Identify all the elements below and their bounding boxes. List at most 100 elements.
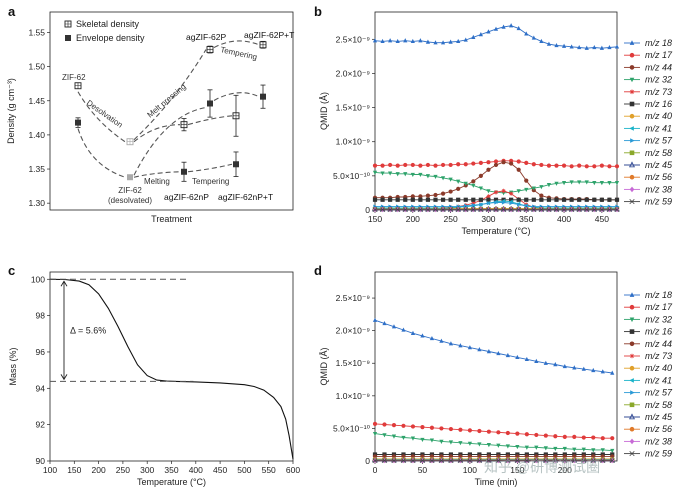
data-point <box>539 197 544 202</box>
data-point <box>538 207 544 213</box>
series-m-z-59 <box>372 207 620 213</box>
y-tick-label: 96 <box>36 347 46 357</box>
data-point <box>524 445 529 450</box>
data-point <box>478 197 483 202</box>
data-point <box>495 458 501 464</box>
tempering-path-envelope-np <box>187 163 233 173</box>
data-point <box>417 207 423 213</box>
mass-curve <box>49 278 294 460</box>
data-point <box>591 367 596 373</box>
tempering-path-envelope-p <box>213 92 260 101</box>
data-point <box>410 172 415 177</box>
data-point <box>425 207 431 213</box>
data-point <box>524 197 529 202</box>
data-point <box>531 186 536 191</box>
data-point <box>493 190 499 195</box>
x-tick-label: 450 <box>595 214 609 224</box>
data-point <box>433 192 438 198</box>
data-point <box>486 189 491 194</box>
data-point <box>433 40 438 45</box>
legend-marker <box>629 199 635 205</box>
data-point <box>562 434 567 439</box>
y-tick-label: 90 <box>36 456 46 466</box>
data-point <box>410 330 416 335</box>
data-point <box>572 447 577 452</box>
y-tick-label: 1.30 <box>28 198 45 208</box>
data-point <box>553 446 558 452</box>
data-point <box>609 458 615 464</box>
legend-label: m/z 56 <box>645 424 672 434</box>
data-point <box>600 436 605 441</box>
data-point <box>592 181 597 186</box>
legend-marker <box>629 292 635 297</box>
series-m-z-18 <box>372 317 615 375</box>
data-point <box>391 434 397 439</box>
data-point <box>581 458 587 464</box>
data-point <box>534 432 539 438</box>
data-point <box>531 162 536 167</box>
x-tick-label: 350 <box>164 465 178 475</box>
data-point <box>418 194 423 199</box>
legend-marker <box>629 101 635 107</box>
data-point <box>561 207 567 213</box>
x-tick-label: 0 <box>373 465 378 475</box>
data-point <box>448 426 454 432</box>
data-point <box>486 29 491 34</box>
data-point <box>607 45 612 50</box>
data-point <box>478 32 483 37</box>
legend-marker <box>629 426 635 432</box>
data-point <box>501 160 506 165</box>
data-point <box>440 191 446 196</box>
y-axis-label: Density (g cm⁻³) <box>6 78 16 144</box>
legend-label: m/z 58 <box>645 148 672 158</box>
data-point <box>448 39 453 44</box>
data-point <box>440 207 446 213</box>
x-tick-label: 200 <box>92 465 106 475</box>
tempering-path-skeletal-p <box>213 40 260 49</box>
legend-marker <box>629 52 635 58</box>
data-point <box>610 370 615 375</box>
data-point <box>420 458 425 464</box>
data-point <box>517 202 522 207</box>
legend-label: m/z 32 <box>645 75 672 85</box>
data-point <box>524 356 529 362</box>
data-point <box>516 197 521 202</box>
data-point <box>554 181 559 186</box>
envelope-point <box>75 119 81 126</box>
y-tick-label: 2.0×10⁻⁹ <box>336 326 371 336</box>
legend-marker <box>629 174 635 180</box>
label-ag-zif62-npt: agZIF-62nP+T <box>218 192 273 202</box>
data-point <box>440 176 446 181</box>
data-point <box>610 436 615 441</box>
data-point <box>429 438 435 443</box>
data-point <box>600 448 605 453</box>
data-point <box>569 197 574 202</box>
data-point <box>531 207 537 213</box>
data-point <box>388 38 393 43</box>
data-point <box>569 180 574 185</box>
data-point <box>562 446 567 452</box>
data-point <box>486 201 491 206</box>
data-point <box>448 162 453 168</box>
data-point <box>524 178 529 183</box>
data-point <box>410 436 416 441</box>
panel-label-a: a <box>8 4 16 19</box>
data-point <box>433 174 438 180</box>
envelope-point <box>233 161 239 168</box>
data-point <box>463 197 468 202</box>
data-point <box>372 197 378 202</box>
panel-label-b: b <box>314 4 322 19</box>
data-point <box>425 193 431 198</box>
data-point <box>584 197 589 202</box>
legend-marker <box>629 317 635 323</box>
data-point <box>569 164 574 169</box>
legend-marker <box>629 438 635 445</box>
data-point <box>523 207 529 213</box>
data-point <box>493 207 499 213</box>
x-tick-label: 450 <box>213 465 227 475</box>
data-point <box>554 207 559 213</box>
data-point <box>501 207 506 213</box>
melting-path-skeletal <box>133 124 181 143</box>
series-line <box>374 171 617 194</box>
data-point <box>433 197 438 202</box>
